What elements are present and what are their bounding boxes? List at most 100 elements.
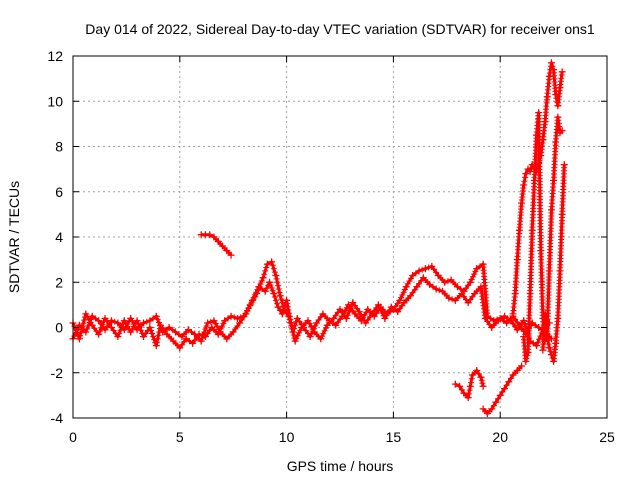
data-point: [550, 357, 558, 365]
data-point: [248, 296, 256, 304]
data-point: [310, 328, 318, 336]
data-point: [434, 271, 442, 279]
data-point: [276, 292, 284, 300]
data-point: [447, 276, 455, 284]
data-point: [421, 265, 429, 273]
data-point: [163, 330, 171, 338]
data-point: [259, 274, 267, 282]
x-tick-label: 0: [69, 429, 77, 445]
data-point: [330, 314, 338, 322]
x-tick-label: 10: [279, 429, 295, 445]
data-point: [492, 398, 500, 406]
data-point: [189, 339, 197, 347]
data-point: [513, 256, 521, 264]
chart-title: Day 014 of 2022, Sidereal Day-to-day VTE…: [85, 21, 595, 37]
data-point: [236, 319, 244, 327]
data-point: [263, 260, 271, 268]
y-tick-label: 4: [55, 229, 63, 245]
series-5: [479, 362, 526, 417]
data-point: [349, 299, 357, 307]
data-point: [268, 258, 276, 266]
data-point: [107, 324, 115, 331]
data-point: [439, 287, 447, 295]
series-6: [509, 59, 566, 318]
data-point: [133, 317, 141, 325]
data-point: [233, 314, 241, 322]
data-point: [545, 72, 553, 80]
data-point: [503, 319, 511, 327]
data-point: [441, 278, 449, 286]
data-point: [500, 385, 508, 393]
data-point: [387, 303, 395, 311]
data-point: [223, 247, 231, 255]
data-point: [552, 138, 560, 146]
data-point: [466, 382, 474, 390]
data-point: [509, 310, 517, 318]
data-point: [543, 333, 551, 341]
data-point: [526, 290, 534, 298]
data-point: [298, 324, 306, 331]
data-point: [266, 278, 274, 286]
data-point: [547, 206, 555, 214]
data-point: [415, 267, 423, 275]
data-point: [402, 283, 410, 291]
data-point: [216, 328, 224, 336]
data-point: [223, 335, 231, 343]
data-point: [513, 326, 521, 334]
data-point: [127, 314, 135, 322]
data-point: [406, 292, 414, 300]
data-point: [409, 271, 417, 279]
data-point: [456, 382, 464, 390]
data-point: [524, 348, 532, 356]
data-point: [445, 294, 453, 302]
data-point: [535, 324, 543, 331]
data-point: [552, 339, 560, 347]
series-line: [71, 276, 551, 348]
data-point: [374, 301, 382, 309]
data-point: [530, 176, 538, 184]
data-point: [522, 357, 530, 365]
data-point: [332, 321, 340, 329]
data-point: [468, 371, 476, 379]
data-point: [453, 283, 461, 291]
data-point: [146, 324, 154, 331]
data-point: [214, 238, 222, 246]
data-point: [146, 317, 154, 325]
data-point: [139, 319, 147, 327]
series-4: [451, 366, 487, 402]
y-tick-label: 2: [55, 274, 63, 290]
data-point: [479, 405, 487, 413]
data-point: [368, 310, 376, 318]
data-point: [451, 380, 459, 388]
data-point: [101, 314, 109, 322]
data-point: [210, 317, 218, 325]
data-point: [178, 333, 186, 341]
data-point: [556, 267, 564, 275]
data-point: [558, 127, 566, 135]
data-point: [287, 319, 295, 327]
data-point: [545, 267, 553, 275]
data-point: [419, 274, 427, 282]
series-8: [539, 161, 568, 365]
data-point: [426, 281, 434, 289]
data-point: [464, 394, 472, 402]
data-point: [184, 326, 192, 334]
data-point: [210, 233, 218, 241]
data-point: [227, 251, 235, 259]
data-point: [539, 346, 547, 354]
data-point: [541, 310, 549, 318]
data-point: [547, 59, 555, 67]
data-point: [191, 330, 199, 338]
data-point: [488, 324, 496, 331]
data-point: [229, 328, 237, 336]
data-point: [537, 247, 545, 255]
data-point: [460, 389, 468, 397]
data-point: [182, 335, 190, 343]
data-point: [471, 290, 479, 298]
data-point: [152, 312, 160, 320]
data-point: [159, 328, 167, 336]
data-point: [114, 333, 122, 341]
y-tick-label: -4: [51, 410, 64, 426]
data-point: [242, 310, 250, 318]
